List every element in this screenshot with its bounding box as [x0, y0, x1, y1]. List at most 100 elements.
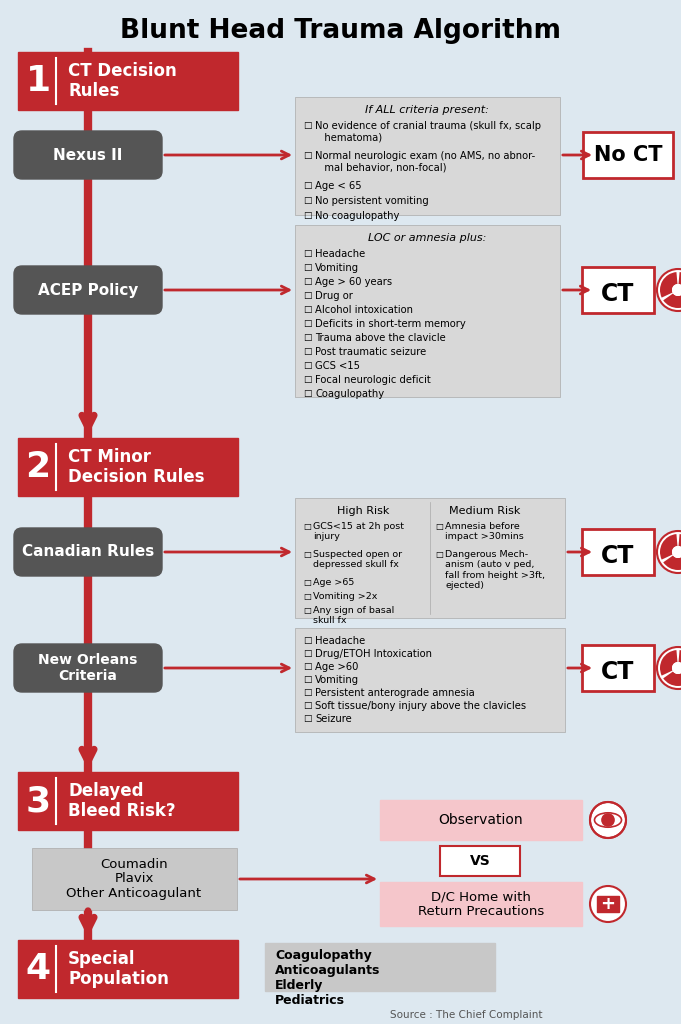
Text: Vomiting: Vomiting [315, 675, 359, 685]
Text: □: □ [303, 636, 311, 645]
Text: High Risk: High Risk [337, 506, 389, 516]
Circle shape [657, 531, 681, 573]
Text: □: □ [303, 305, 311, 314]
Text: □: □ [303, 249, 311, 258]
Text: □: □ [303, 347, 311, 356]
FancyBboxPatch shape [380, 800, 582, 840]
Text: Dangerous Mech-
anism (auto v ped,
fall from height >3ft,
ejected): Dangerous Mech- anism (auto v ped, fall … [445, 550, 545, 590]
Text: Vomiting >2x: Vomiting >2x [313, 592, 377, 601]
Ellipse shape [595, 813, 622, 827]
Wedge shape [660, 535, 678, 559]
Text: □: □ [303, 263, 311, 272]
Text: □: □ [303, 211, 311, 220]
FancyBboxPatch shape [582, 267, 654, 313]
Text: □: □ [303, 319, 311, 328]
Text: No coagulopathy: No coagulopathy [315, 211, 399, 221]
Wedge shape [678, 535, 681, 559]
Text: Blunt Head Trauma Algorithm: Blunt Head Trauma Algorithm [119, 18, 560, 44]
FancyBboxPatch shape [14, 131, 162, 179]
Text: □: □ [303, 389, 311, 398]
Text: Drug or: Drug or [315, 291, 353, 301]
Text: Focal neurologic deficit: Focal neurologic deficit [315, 375, 431, 385]
FancyBboxPatch shape [295, 628, 565, 732]
Text: □: □ [435, 550, 443, 559]
Text: Coumadin
Plavix
Other Anticoagulant: Coumadin Plavix Other Anticoagulant [67, 857, 202, 900]
Text: □: □ [303, 196, 311, 205]
Text: No CT: No CT [594, 145, 662, 165]
FancyBboxPatch shape [14, 528, 162, 575]
Text: □: □ [303, 181, 311, 190]
FancyBboxPatch shape [583, 132, 673, 178]
Text: VS: VS [470, 854, 490, 868]
Text: Vomiting: Vomiting [315, 263, 359, 273]
Wedge shape [660, 272, 678, 298]
Text: □: □ [303, 714, 311, 723]
Text: CT: CT [601, 660, 635, 684]
Text: 2: 2 [25, 450, 50, 484]
Text: □: □ [303, 701, 311, 710]
Wedge shape [663, 294, 681, 308]
Circle shape [590, 886, 626, 922]
Text: GCS<15 at 2h post
injury: GCS<15 at 2h post injury [313, 522, 404, 542]
Text: Post traumatic seizure: Post traumatic seizure [315, 347, 426, 357]
Text: CT: CT [601, 282, 635, 306]
Circle shape [672, 284, 681, 296]
FancyBboxPatch shape [18, 438, 238, 496]
Text: Age >65: Age >65 [313, 578, 354, 587]
Text: No persistent vomiting: No persistent vomiting [315, 196, 429, 206]
FancyBboxPatch shape [18, 940, 238, 998]
FancyBboxPatch shape [380, 882, 582, 926]
FancyBboxPatch shape [582, 645, 654, 691]
Text: Seizure: Seizure [315, 714, 352, 724]
Text: □: □ [303, 278, 311, 286]
Wedge shape [663, 555, 681, 570]
Text: Amnesia before
impact >30mins: Amnesia before impact >30mins [445, 522, 524, 542]
Wedge shape [678, 272, 681, 298]
Text: 4: 4 [25, 952, 50, 986]
Text: □: □ [303, 151, 311, 160]
FancyBboxPatch shape [582, 529, 654, 575]
Text: LOC or amnesia plus:: LOC or amnesia plus: [368, 233, 486, 243]
Circle shape [590, 802, 626, 838]
Text: Persistent anterograde amnesia: Persistent anterograde amnesia [315, 688, 475, 698]
Text: CT Decision
Rules: CT Decision Rules [68, 61, 177, 100]
FancyBboxPatch shape [597, 896, 619, 912]
Text: Special
Population: Special Population [68, 949, 169, 988]
FancyBboxPatch shape [265, 943, 495, 991]
Text: Headache: Headache [315, 249, 365, 259]
Circle shape [601, 813, 615, 826]
Text: □: □ [303, 375, 311, 384]
Text: □: □ [303, 522, 311, 531]
Text: □: □ [303, 578, 311, 587]
Text: □: □ [303, 675, 311, 684]
Text: 1: 1 [25, 63, 50, 98]
Wedge shape [678, 650, 681, 676]
Text: □: □ [303, 662, 311, 671]
Circle shape [672, 662, 681, 674]
Text: Soft tissue/bony injury above the clavicles: Soft tissue/bony injury above the clavic… [315, 701, 526, 711]
Circle shape [657, 269, 681, 311]
Text: Canadian Rules: Canadian Rules [22, 545, 154, 559]
Text: □: □ [303, 121, 311, 130]
Text: □: □ [303, 592, 311, 601]
FancyBboxPatch shape [32, 848, 237, 910]
FancyBboxPatch shape [295, 97, 560, 215]
Text: If ALL criteria present:: If ALL criteria present: [365, 105, 489, 115]
Text: Any sign of basal
skull fx: Any sign of basal skull fx [313, 606, 394, 626]
FancyBboxPatch shape [18, 772, 238, 830]
Text: Normal neurologic exam (no AMS, no abnor-
   mal behavior, non-focal): Normal neurologic exam (no AMS, no abnor… [315, 151, 535, 173]
Circle shape [672, 546, 681, 558]
Text: Alcohol intoxication: Alcohol intoxication [315, 305, 413, 315]
Text: Age < 65: Age < 65 [315, 181, 362, 191]
Text: □: □ [303, 361, 311, 370]
Text: Age >60: Age >60 [315, 662, 358, 672]
FancyBboxPatch shape [18, 52, 238, 110]
Text: GCS <15: GCS <15 [315, 361, 360, 371]
Text: No evidence of cranial trauma (skull fx, scalp
   hematoma): No evidence of cranial trauma (skull fx,… [315, 121, 541, 142]
Text: D/C Home with
Return Precautions: D/C Home with Return Precautions [418, 890, 544, 918]
Text: ACEP Policy: ACEP Policy [38, 283, 138, 298]
FancyBboxPatch shape [295, 498, 565, 618]
Text: Headache: Headache [315, 636, 365, 646]
Text: □: □ [303, 606, 311, 615]
Text: Nexus II: Nexus II [53, 147, 123, 163]
